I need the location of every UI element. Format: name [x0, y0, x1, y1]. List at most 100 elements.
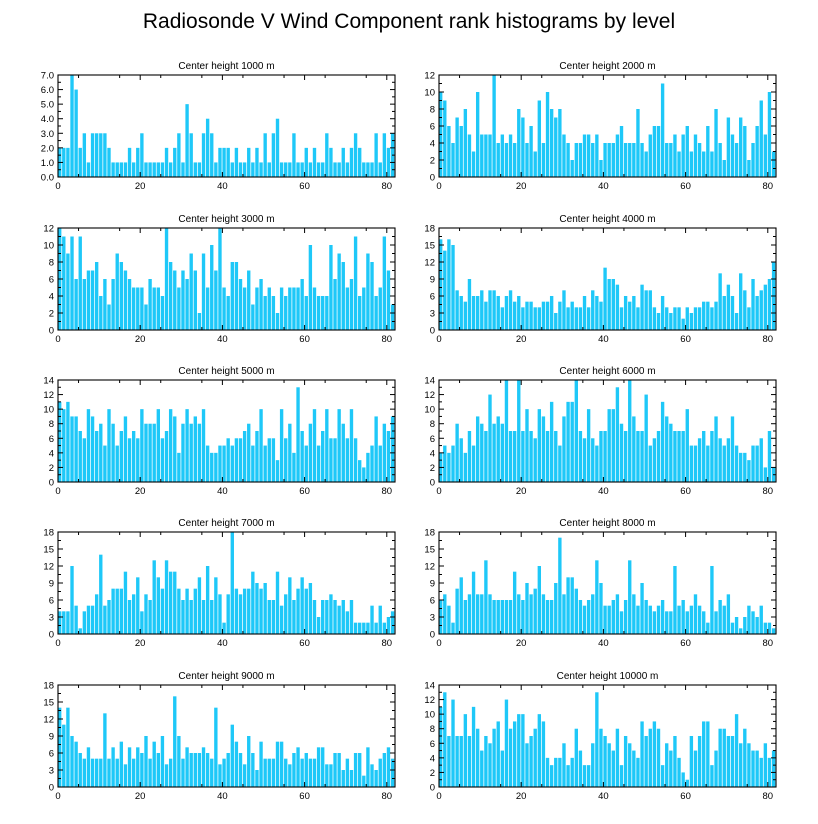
histogram-bar	[386, 270, 391, 330]
histogram-bar	[242, 588, 247, 634]
histogram-bar	[333, 162, 337, 177]
histogram-bar	[689, 605, 694, 634]
y-tick-label: 4	[49, 292, 54, 303]
histogram-bar	[127, 279, 132, 330]
histogram-bar	[726, 736, 731, 787]
histogram-bar	[525, 743, 529, 787]
histogram-bar	[640, 431, 644, 482]
histogram-bar	[107, 758, 111, 787]
histogram-bar	[500, 307, 505, 330]
histogram-bar	[599, 728, 603, 787]
histogram-bar	[755, 296, 759, 330]
histogram-bar	[284, 758, 288, 787]
histogram-bar	[226, 438, 230, 482]
histogram-bar	[123, 571, 128, 634]
histogram-bar	[316, 162, 321, 177]
histogram-bar	[300, 279, 304, 330]
histogram-bar	[492, 728, 496, 787]
histogram-bar	[378, 605, 382, 634]
histogram-bar	[193, 270, 197, 330]
histogram-bar	[517, 594, 521, 634]
histogram-bar	[362, 622, 366, 634]
histogram-bar	[312, 147, 317, 177]
histogram-bar	[333, 279, 337, 330]
histogram-bar	[131, 162, 136, 177]
histogram-bar	[374, 416, 378, 482]
histogram-bar	[706, 622, 710, 634]
histogram-bar	[529, 736, 533, 787]
histogram-bar	[693, 307, 698, 330]
histogram-bar	[366, 253, 370, 330]
histogram-bar	[205, 566, 210, 634]
histogram-bar	[345, 438, 350, 482]
histogram-bar	[390, 758, 395, 787]
histogram-bar	[739, 117, 743, 177]
histogram-bar	[492, 75, 496, 177]
histogram-bar	[632, 143, 636, 177]
histogram-bar	[374, 622, 378, 634]
histogram-bar	[529, 431, 533, 482]
histogram-bar	[271, 133, 276, 177]
x-tick-label: 0	[436, 791, 441, 802]
histogram-bar	[755, 126, 759, 177]
histogram-bar	[566, 401, 570, 482]
y-tick-label: 8	[430, 724, 435, 735]
histogram-bar	[288, 577, 292, 634]
histogram-bar	[607, 605, 611, 634]
histogram-bar	[349, 147, 354, 177]
y-tick-label: 0	[49, 326, 54, 337]
histogram-bar	[619, 611, 624, 634]
histogram-bar	[321, 747, 325, 787]
histogram-bar	[275, 118, 280, 177]
histogram-bar	[714, 301, 718, 330]
histogram-bar	[529, 126, 533, 177]
histogram-bar	[455, 117, 459, 177]
histogram-bar	[463, 714, 468, 787]
histogram-bar	[521, 431, 525, 482]
histogram-bar	[512, 301, 517, 330]
panel-title: Center height 7000 m	[178, 518, 274, 529]
histogram-bar	[521, 117, 525, 177]
y-tick-label: 6	[49, 749, 54, 760]
histogram-bar	[471, 445, 476, 482]
x-tick-label: 80	[762, 638, 773, 649]
histogram-bar	[275, 313, 280, 330]
histogram-bar	[345, 287, 350, 330]
x-tick-label: 60	[299, 181, 310, 192]
histogram-bar	[173, 571, 177, 634]
histogram-bar	[488, 290, 492, 330]
histogram-bar	[308, 758, 313, 787]
histogram-bar	[648, 728, 652, 787]
histogram-bar	[214, 577, 218, 634]
histogram-bar	[471, 296, 476, 330]
histogram-bar	[447, 126, 451, 177]
histogram-bar	[168, 758, 173, 787]
histogram-bar	[574, 728, 578, 787]
histogram-bar	[570, 160, 574, 177]
histogram-bar	[358, 622, 362, 634]
histogram-bar	[517, 109, 521, 177]
histogram-bar	[702, 611, 706, 634]
histogram-bar	[296, 387, 300, 482]
histogram-bar	[90, 133, 95, 177]
histogram-bar	[390, 611, 395, 634]
histogram-bar	[70, 75, 74, 177]
histogram-bar	[763, 743, 768, 787]
histogram-bar	[210, 133, 214, 177]
x-tick-label: 0	[55, 791, 60, 802]
histogram-bar	[251, 304, 255, 330]
x-tick-label: 20	[516, 486, 527, 497]
histogram-bar	[214, 270, 218, 330]
histogram-bar	[107, 304, 111, 330]
histogram-bar	[611, 750, 615, 787]
histogram-bar	[271, 600, 276, 634]
y-tick-label: 14	[424, 681, 435, 692]
histogram-bar	[308, 162, 313, 177]
histogram-bar	[640, 284, 644, 330]
histogram-bar	[570, 401, 574, 482]
histogram-bar	[325, 409, 329, 482]
panel-title: Center height 10000 m	[557, 671, 659, 682]
histogram-panel-10: Center height 10000 m 0 2 4 6 8 10 12 14 0 20 40 60 8…	[424, 671, 777, 802]
histogram-bar	[545, 301, 550, 330]
x-tick-label: 40	[598, 181, 609, 192]
